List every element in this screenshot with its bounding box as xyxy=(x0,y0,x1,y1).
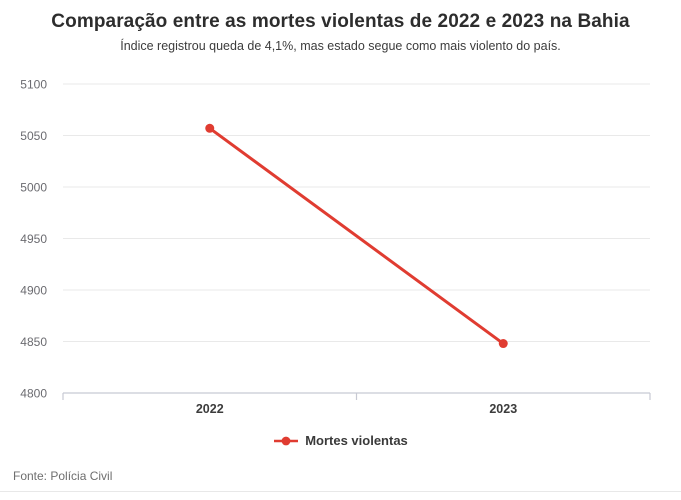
y-tick-label: 5100 xyxy=(20,78,47,92)
x-tick-label: 2022 xyxy=(196,402,224,416)
legend-item-mortes-violentas[interactable]: Mortes violentas xyxy=(273,433,408,448)
x-tick-label: 2023 xyxy=(489,402,517,416)
data-point[interactable] xyxy=(498,339,508,349)
chart-title: Comparação entre as mortes violentas de … xyxy=(51,11,630,32)
source-note: Fonte: Polícia Civil xyxy=(13,469,113,483)
legend: Mortes violentas xyxy=(0,433,681,448)
y-tick-label: 4850 xyxy=(20,335,47,349)
chart-subtitle: Índice registrou queda de 4,1%, mas esta… xyxy=(120,39,561,53)
y-tick-label: 5050 xyxy=(20,129,47,143)
y-tick-label: 4800 xyxy=(20,387,47,401)
bottom-divider xyxy=(0,491,681,492)
series-line xyxy=(208,126,505,346)
legend-label: Mortes violentas xyxy=(305,433,408,448)
line-dot-legend-icon xyxy=(274,436,299,445)
y-tick-label: 4950 xyxy=(20,232,47,246)
y-tick-label: 4900 xyxy=(20,284,47,298)
y-tick-label: 5000 xyxy=(20,181,47,195)
data-point[interactable] xyxy=(205,123,215,133)
plot-svg: 4800 4850 4900 4950 5000 5050 5100 2022 2023 xyxy=(20,78,651,416)
